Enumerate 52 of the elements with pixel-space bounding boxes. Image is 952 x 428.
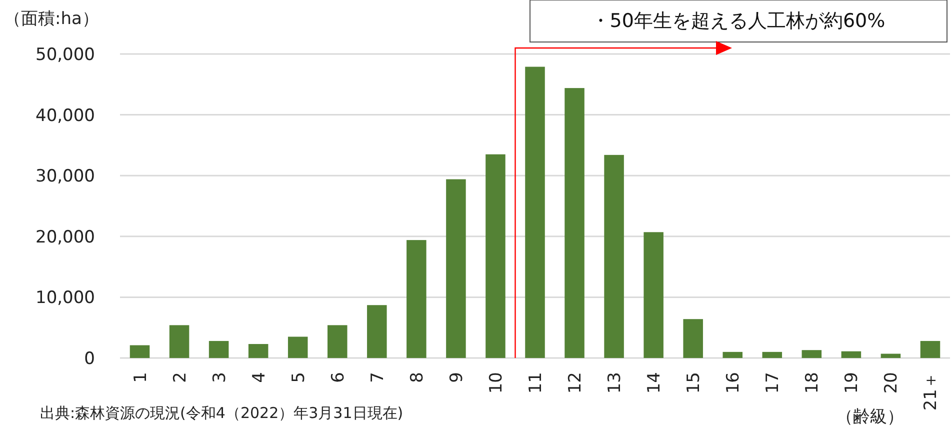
x-tick-label: 14 [644, 372, 665, 394]
x-tick-label: 19 [842, 372, 862, 394]
x-tick-label: 6 [328, 372, 348, 383]
y-tick-label: 30,000 [36, 166, 95, 187]
bar [920, 340, 940, 358]
bar [683, 319, 703, 358]
x-tick-label: 7 [368, 372, 388, 383]
x-tick-label: 20 [882, 372, 902, 394]
bar [841, 351, 862, 358]
y-tick-label: 0 [84, 349, 95, 369]
y-axis-title: （面積:ha） [4, 9, 99, 29]
bar [486, 154, 506, 358]
x-tick-label: 21＋ [921, 372, 942, 411]
x-tick-label: 5 [288, 372, 309, 383]
bar [248, 344, 268, 358]
x-tick-label: 12 [566, 372, 586, 394]
x-tick-label: 11 [526, 372, 546, 394]
x-tick-label: 8 [407, 372, 428, 383]
y-tick-label: 50,000 [36, 45, 95, 65]
x-tick-label: 18 [802, 372, 823, 394]
bar [564, 88, 584, 358]
bar [722, 352, 742, 358]
x-tick-label: 10 [486, 372, 506, 394]
y-tick-label: 10,000 [36, 288, 95, 308]
x-tick-label: 9 [446, 372, 467, 383]
x-tick-label: 2 [170, 372, 190, 383]
bar [130, 345, 150, 358]
y-tick-label: 40,000 [36, 106, 95, 126]
source-note: 出典:森林資源の現況(令和4（2022）年3月31日現在) [40, 404, 404, 422]
bar [880, 354, 901, 358]
x-tick-label: 1 [130, 372, 151, 383]
annotation-box: ・50年生を超える人工林が約60% [530, 0, 948, 42]
x-tick-label: 16 [724, 372, 744, 394]
x-tick-label: 17 [763, 372, 784, 394]
x-tick-label: 3 [210, 372, 230, 383]
bar [169, 325, 190, 358]
bar [604, 154, 624, 358]
bar [328, 325, 348, 358]
bar [525, 66, 545, 358]
x-axis-title: （齢級） [836, 407, 904, 427]
bar [208, 340, 229, 358]
bar [406, 240, 426, 358]
bar [762, 352, 782, 358]
x-tick-label: 13 [605, 372, 626, 394]
bar [446, 179, 466, 358]
x-tick-label: 15 [684, 372, 704, 394]
bar [644, 232, 664, 358]
bar [367, 305, 387, 358]
y-tick-label: 20,000 [36, 227, 95, 248]
x-tick-label: 4 [249, 372, 270, 383]
bar [802, 350, 822, 358]
bar [288, 336, 308, 358]
